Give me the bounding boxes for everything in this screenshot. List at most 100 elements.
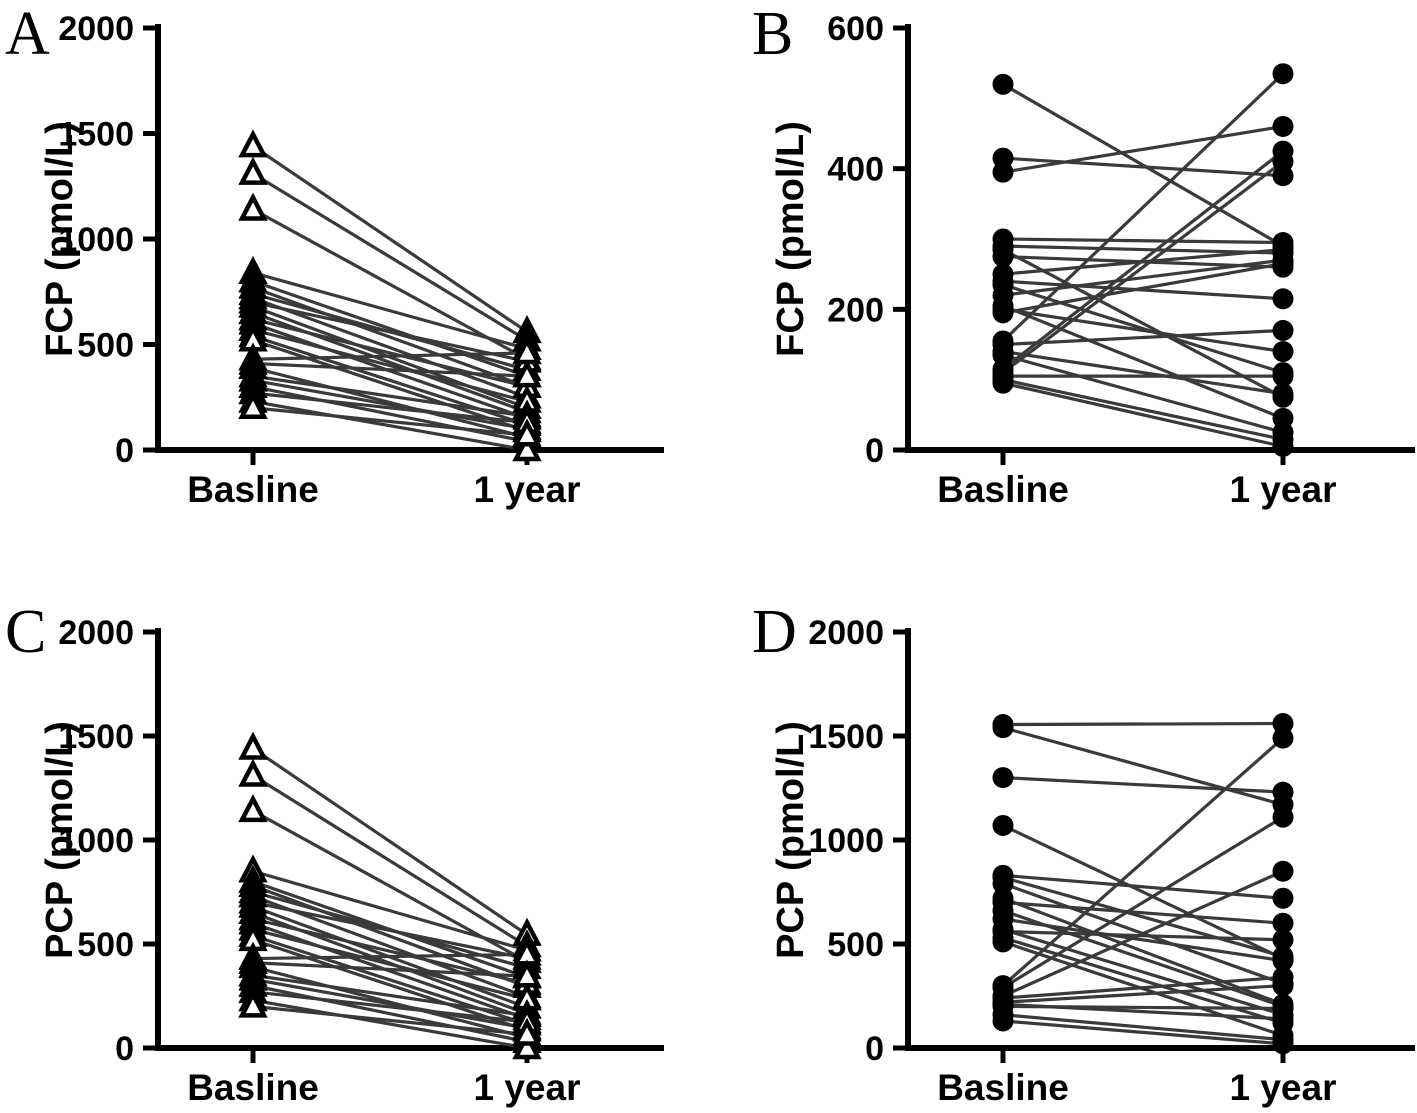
pair-line — [252, 952, 528, 961]
y-tick-label: 1500 — [58, 116, 134, 154]
pair-line — [252, 172, 528, 342]
x-category-label: 1 year — [474, 469, 581, 510]
pair-line — [252, 271, 528, 351]
y-axis-title: FCP (pmol/L) — [770, 121, 812, 357]
y-tick-label: 2000 — [58, 614, 134, 652]
pair-line — [1002, 975, 1284, 1000]
pair-line — [252, 774, 528, 948]
pair-line — [252, 328, 528, 404]
panel-c: C 0 500 1000 1500 2000 PCP (pmol/L) Basline 1 ye… — [0, 556, 708, 1113]
pair-line — [252, 399, 528, 452]
pair-line — [1002, 244, 1284, 255]
y-tick-label: 500 — [77, 327, 134, 365]
y-tick-label: 0 — [115, 432, 134, 470]
x-category-label: 1 year — [474, 1067, 581, 1108]
y-tick-label: 0 — [115, 1030, 134, 1068]
pair-line — [1002, 237, 1284, 245]
data-point-marker — [1272, 151, 1294, 173]
data-point-marker — [1272, 860, 1294, 882]
data-point-marker — [992, 372, 1014, 394]
data-point-marker — [992, 767, 1014, 789]
data-point-marker — [512, 1017, 542, 1046]
data-point-marker — [1272, 435, 1294, 457]
panel-d: D 0 500 1000 1500 2000 PCP (pmol/L) Basline 1 ye… — [708, 556, 1417, 1113]
y-tick-label: 500 — [77, 926, 134, 964]
data-point-marker — [1272, 713, 1294, 735]
pair-line — [252, 938, 528, 1032]
pair-line — [1002, 248, 1284, 399]
pair-line — [1002, 896, 1284, 1006]
data-point-marker — [992, 717, 1014, 739]
pair-line — [1002, 721, 1284, 727]
x-category-label: 1 year — [1230, 1067, 1337, 1108]
data-point-marker — [238, 794, 268, 823]
data-point-marker — [238, 989, 268, 1018]
pair-line — [1002, 304, 1284, 420]
pair-line — [1002, 258, 1284, 297]
pair-line — [252, 361, 528, 378]
data-point-marker — [238, 758, 268, 787]
pair-line — [252, 374, 528, 418]
data-point-marker — [992, 1010, 1014, 1032]
data-point-marker — [512, 359, 542, 388]
y-tick-label: 1000 — [808, 822, 884, 860]
pair-line — [1001, 72, 1285, 343]
data-point-marker — [1272, 975, 1294, 997]
data-point-marker — [1272, 63, 1294, 85]
data-point-marker — [1272, 319, 1294, 341]
x-category-label: Basline — [937, 1067, 1069, 1108]
pair-line — [252, 973, 528, 1018]
data-point-marker — [992, 814, 1014, 836]
data-point-marker — [992, 302, 1014, 324]
data-point-marker — [992, 246, 1014, 268]
data-point-marker — [1272, 253, 1294, 275]
pair-line — [1002, 279, 1284, 301]
pair-line — [252, 990, 528, 1024]
data-point-marker — [1272, 115, 1294, 137]
panel-letter: A — [5, 0, 50, 68]
pair-line — [1002, 160, 1284, 374]
y-tick-label: 1500 — [58, 718, 134, 756]
panel-c-chart: C 0 500 1000 1500 2000 PCP (pmol/L) Basline 1 ye… — [5, 598, 664, 1108]
data-point-marker — [238, 192, 268, 221]
pair-line — [1002, 776, 1284, 794]
pair-line — [1002, 353, 1284, 434]
pair-line — [1001, 736, 1285, 987]
data-point-marker — [992, 873, 1014, 895]
pair-line — [1002, 984, 1284, 1004]
panel-b: B 0 200 400 600 FCP (pmol/L) Basline 1 year — [708, 0, 1417, 556]
pair-line — [1002, 875, 1284, 959]
pair-line — [1002, 927, 1284, 1017]
pair-line — [1002, 1013, 1284, 1042]
pair-line — [252, 747, 528, 936]
pair-line — [1002, 929, 1284, 942]
pair-line — [1002, 149, 1284, 371]
panel-letter: D — [752, 598, 797, 666]
pair-line — [252, 869, 528, 952]
panel-letter: C — [5, 598, 46, 666]
data-point-marker — [1272, 341, 1294, 363]
data-point-marker — [238, 156, 268, 185]
pair-line — [1002, 82, 1284, 248]
panel-letter: B — [752, 0, 793, 68]
pair-line — [252, 884, 528, 989]
pair-line — [252, 208, 528, 361]
data-point-marker — [1272, 727, 1294, 749]
y-tick-label: 500 — [827, 926, 884, 964]
data-point-marker — [992, 73, 1014, 95]
pair-line — [252, 378, 528, 431]
pair-line — [1002, 307, 1284, 354]
pair-line — [1002, 726, 1284, 807]
x-category-label: Basline — [187, 1067, 319, 1108]
pair-line — [1002, 1004, 1284, 1011]
x-category-label: 1 year — [1230, 469, 1337, 510]
data-point-marker — [1272, 887, 1294, 909]
pair-line — [1002, 917, 1284, 963]
pair-line — [252, 296, 528, 399]
data-point-marker — [992, 931, 1014, 953]
data-point-marker — [512, 1031, 542, 1060]
y-tick-label: 2000 — [808, 614, 884, 652]
panel-a: A 0 500 1000 1500 2000 FCP (pmol/L) Basline 1 ye… — [0, 0, 708, 556]
pair-line — [252, 961, 528, 978]
pair-line — [1002, 900, 1284, 925]
